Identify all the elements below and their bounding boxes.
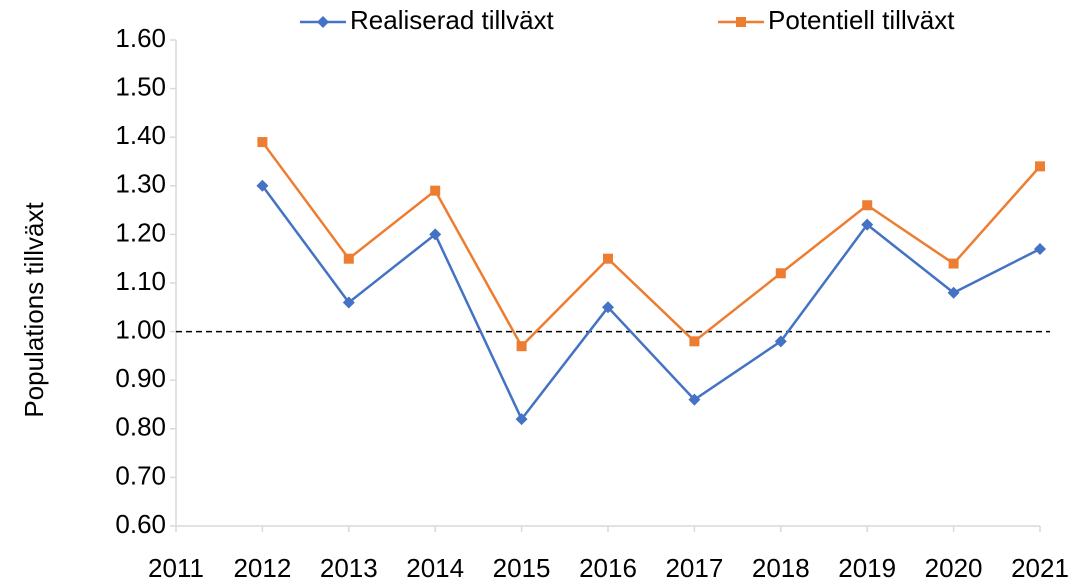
x-tick-label: 2011 bbox=[148, 553, 204, 583]
data-point bbox=[256, 179, 269, 192]
y-tick-label: 1.60 bbox=[115, 23, 166, 53]
x-tick-label: 2020 bbox=[925, 553, 983, 583]
data-point bbox=[1035, 161, 1045, 172]
data-point bbox=[862, 200, 873, 211]
x-tick-label: 2018 bbox=[752, 553, 810, 583]
data-point bbox=[775, 268, 786, 279]
y-tick-label: 1.50 bbox=[115, 71, 166, 101]
legend-marker bbox=[736, 17, 746, 27]
y-tick-label: 1.30 bbox=[115, 169, 166, 199]
data-point bbox=[689, 336, 700, 347]
data-point bbox=[861, 218, 874, 231]
series-line bbox=[261, 141, 1041, 349]
y-axis-label: Populations tillväxt bbox=[19, 202, 49, 418]
y-tick-label: 1.20 bbox=[115, 217, 166, 247]
series-line bbox=[261, 185, 1041, 422]
data-point bbox=[688, 393, 701, 406]
data-point bbox=[516, 341, 527, 352]
data-point bbox=[257, 137, 268, 148]
data-point bbox=[429, 228, 442, 241]
y-tick-label: 1.10 bbox=[115, 266, 166, 296]
x-tick-label: 2019 bbox=[838, 553, 896, 583]
y-tick-label: 0.70 bbox=[115, 460, 166, 490]
legend-label: Potentiell tillväxt bbox=[768, 5, 955, 35]
data-point bbox=[774, 335, 787, 348]
data-point bbox=[342, 296, 355, 309]
data-point bbox=[603, 253, 613, 264]
legend-label: Realiserad tillväxt bbox=[350, 5, 555, 35]
legend-marker bbox=[317, 16, 329, 28]
x-tick-label: 2013 bbox=[320, 553, 378, 583]
data-point bbox=[343, 253, 354, 264]
x-tick-label: 2017 bbox=[665, 553, 723, 583]
y-tick-label: 1.00 bbox=[115, 314, 166, 344]
y-tick-label: 0.90 bbox=[115, 363, 166, 393]
data-point bbox=[947, 286, 960, 299]
y-tick-label: 1.40 bbox=[115, 120, 166, 150]
data-point bbox=[948, 258, 959, 269]
x-tick-label: 2014 bbox=[406, 553, 464, 583]
x-tick-label: 2015 bbox=[493, 553, 551, 583]
data-point bbox=[515, 413, 528, 426]
data-point bbox=[1034, 242, 1046, 255]
x-tick-label: 2021 bbox=[1011, 553, 1069, 583]
x-tick-label: 2016 bbox=[579, 553, 637, 583]
y-tick-label: 0.60 bbox=[115, 509, 166, 539]
data-point bbox=[602, 301, 614, 314]
y-tick-label: 0.80 bbox=[115, 412, 166, 442]
x-tick-label: 2012 bbox=[233, 553, 291, 583]
data-point bbox=[430, 185, 441, 196]
